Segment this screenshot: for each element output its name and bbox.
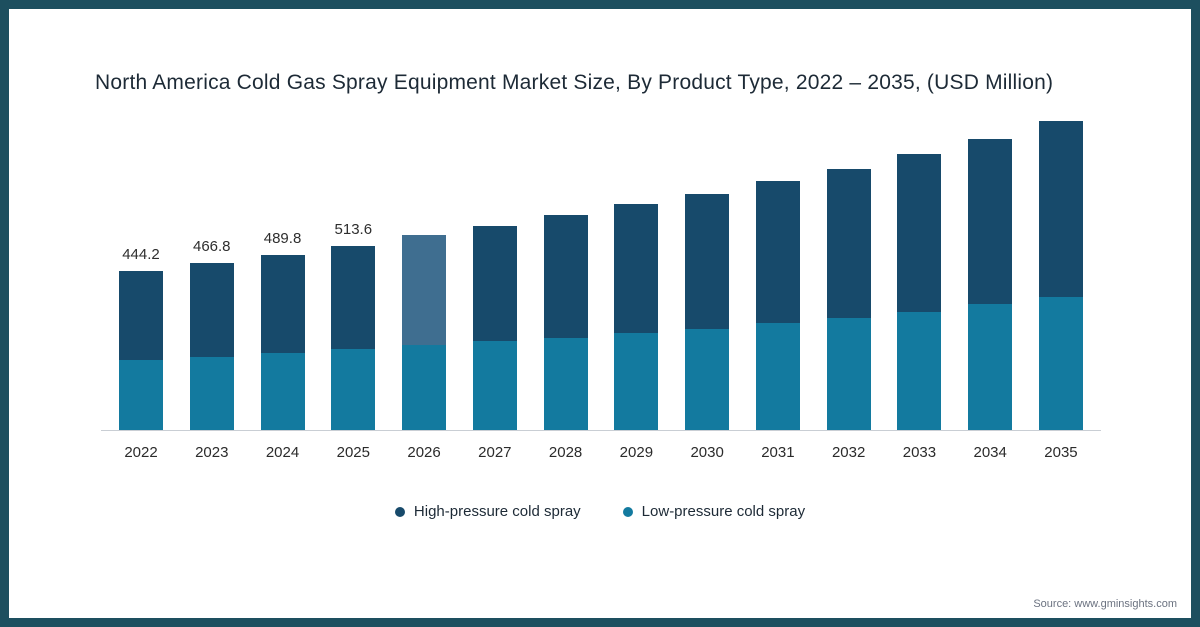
x-tick-2034: 2034 [973, 444, 1007, 461]
x-tick-2028: 2028 [548, 444, 583, 461]
segment-low-pressure[interactable] [543, 337, 588, 430]
bar-value-label: 466.8 [192, 238, 231, 256]
bar-stack [119, 271, 163, 430]
segment-high-pressure[interactable] [1038, 120, 1083, 297]
bar-stack [826, 169, 871, 430]
source-text: Source: www.gminsights.com [1033, 598, 1177, 610]
segment-low-pressure[interactable] [968, 304, 1013, 430]
x-tick-2029: 2029 [619, 444, 654, 461]
x-tick-2030: 2030 [690, 444, 724, 461]
legend-marker-high-pressure-icon [394, 506, 405, 517]
bar-group-2024[interactable]: 489.8 [260, 229, 305, 430]
segment-high-pressure[interactable] [189, 263, 234, 357]
segment-high-pressure[interactable] [897, 153, 942, 312]
segment-high-pressure[interactable] [614, 204, 659, 333]
segment-low-pressure[interactable] [897, 312, 942, 430]
x-tick-2031: 2031 [761, 444, 795, 461]
segment-low-pressure[interactable] [614, 332, 659, 430]
legend-item-high-pressure[interactable]: High-pressure cold spray [394, 503, 581, 520]
bar-group-2032[interactable] [826, 169, 871, 430]
segment-low-pressure[interactable] [189, 356, 234, 430]
bar-stack [189, 263, 234, 430]
segment-low-pressure[interactable] [260, 353, 305, 430]
x-tick-2035: 2035 [1044, 444, 1078, 461]
x-tick-2025: 2025 [336, 444, 370, 461]
bar-group-2028[interactable] [543, 215, 588, 430]
segment-high-pressure[interactable] [685, 194, 730, 329]
x-tick-2033: 2033 [902, 444, 937, 461]
bar-value-label: 444.2 [122, 246, 160, 264]
bar-stack [402, 235, 447, 430]
bar-stack [968, 138, 1013, 430]
chart-canvas: North America Cold Gas Spray Equipment M… [9, 9, 1191, 618]
bar-stack [331, 246, 376, 430]
segment-high-pressure[interactable] [402, 235, 447, 345]
bar-group-2027[interactable] [472, 225, 517, 430]
bar-group-2022[interactable]: 444.2 [119, 246, 163, 430]
x-tick-2022: 2022 [124, 444, 158, 461]
segment-high-pressure[interactable] [755, 181, 800, 324]
bar-stack [543, 215, 588, 430]
bar-group-2031[interactable] [755, 181, 800, 430]
segment-high-pressure[interactable] [472, 225, 517, 341]
segment-low-pressure[interactable] [472, 340, 517, 430]
bar-group-2035[interactable] [1038, 120, 1083, 430]
bar-stack [1038, 120, 1083, 430]
segment-low-pressure[interactable] [119, 360, 163, 430]
x-tick-2023: 2023 [195, 444, 229, 461]
bar-group-2029[interactable] [614, 204, 659, 430]
bar-group-2025[interactable]: 513.6 [331, 221, 376, 430]
segment-low-pressure[interactable] [1038, 297, 1083, 430]
segment-low-pressure[interactable] [402, 344, 447, 430]
segment-low-pressure[interactable] [755, 323, 800, 430]
segment-high-pressure[interactable] [826, 169, 871, 319]
segment-high-pressure[interactable] [260, 254, 305, 354]
segment-high-pressure[interactable] [543, 215, 588, 338]
bar-stack [614, 204, 659, 430]
segment-high-pressure[interactable] [331, 246, 376, 349]
chart-title: North America Cold Gas Spray Equipment M… [95, 71, 1054, 94]
bar-stack [260, 254, 305, 430]
plot-area: 444.2 466.8 489.8 513.6 2022 2023 2024 2025 202… [101, 101, 1101, 461]
bar-stack [472, 225, 517, 430]
legend-label-low-pressure: Low-pressure cold spray [641, 503, 806, 520]
segment-low-pressure[interactable] [826, 318, 871, 430]
bar-stack [755, 181, 800, 430]
bar-group-2030[interactable] [685, 194, 730, 430]
legend: High-pressure cold spray Low-pressure co… [9, 503, 1191, 520]
segment-low-pressure[interactable] [685, 328, 730, 430]
x-axis-labels: 2022 2023 2024 2025 2026 2027 2028 2029 2030 2031… [101, 444, 1101, 461]
x-tick-2027: 2027 [478, 444, 512, 461]
x-tick-2024: 2024 [265, 444, 300, 461]
segment-high-pressure[interactable] [119, 271, 163, 361]
bar-stack [685, 194, 730, 430]
bar-group-2034[interactable] [968, 138, 1013, 430]
bar-stack [897, 153, 942, 430]
bar-group-2023[interactable]: 466.8 [189, 238, 234, 430]
legend-item-low-pressure[interactable]: Low-pressure cold spray [622, 503, 806, 520]
segment-high-pressure[interactable] [968, 138, 1013, 305]
bar-group-2026[interactable] [402, 235, 447, 430]
legend-label-high-pressure: High-pressure cold spray [413, 503, 581, 520]
x-tick-2026: 2026 [407, 444, 441, 461]
bar-value-label: 489.8 [263, 229, 302, 247]
bars-row: 444.2 466.8 489.8 513.6 [101, 101, 1101, 431]
segment-low-pressure[interactable] [331, 348, 376, 430]
bar-group-2033[interactable] [897, 153, 942, 430]
x-tick-2032: 2032 [831, 444, 866, 461]
legend-marker-low-pressure-icon [622, 506, 633, 517]
bar-value-label: 513.6 [334, 221, 373, 239]
